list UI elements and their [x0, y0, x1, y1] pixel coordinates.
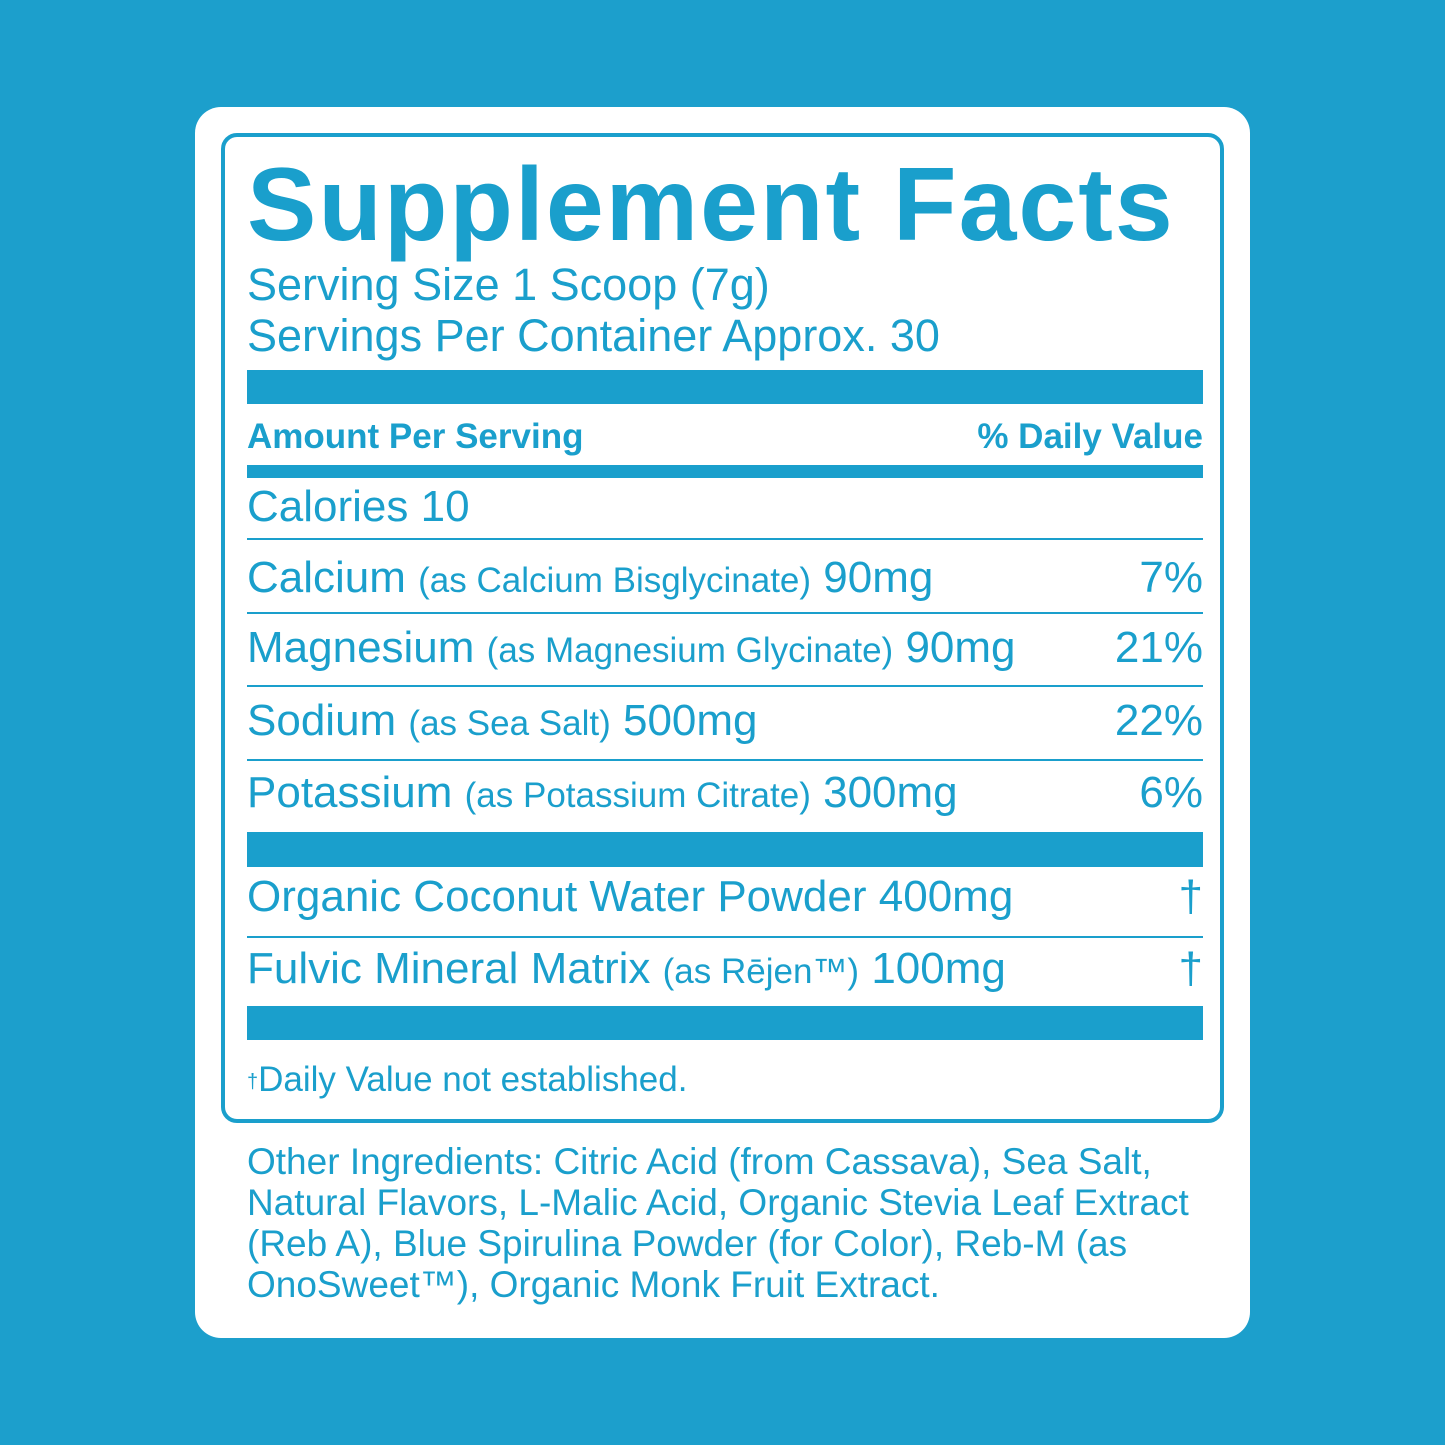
dagger-mark: † [1178, 944, 1203, 993]
row-divider [247, 936, 1203, 938]
ingredient-name: Fulvic Mineral Matrix [247, 944, 651, 993]
nutrient-name: Sodium [247, 696, 397, 745]
nutrient-source: (as Potassium Citrate) [464, 776, 811, 815]
ingredient-row: Fulvic Mineral Matrix (as Rējen™) 100mg … [247, 944, 1203, 994]
nutrient-dv: 7% [1139, 553, 1203, 602]
nutrient-name: Magnesium [247, 623, 475, 672]
nutrient-source: (as Calcium Bisglycinate) [418, 561, 812, 600]
row-divider [247, 538, 1203, 540]
label-card [195, 107, 1250, 1338]
nutrient-amount: 300mg [823, 768, 958, 817]
nutrient-row: Sodium (as Sea Salt) 500mg 22% [247, 696, 1203, 746]
column-header: Amount Per Serving % Daily Value [247, 415, 1203, 459]
servings-per-container: Servings Per Container Approx. 30 [247, 310, 940, 361]
daily-value-label: % Daily Value [977, 417, 1203, 456]
nutrient-dv: 6% [1139, 768, 1203, 817]
nutrient-amount: 90mg [905, 623, 1016, 672]
thick-divider [247, 832, 1203, 867]
ingredient-amount: 400mg [878, 872, 1014, 921]
thick-divider [247, 1006, 1203, 1040]
supplement-facts-panel [221, 133, 1224, 1123]
nutrient-dv: 22% [1114, 696, 1203, 745]
nutrient-name: Calcium [247, 553, 406, 602]
ingredient-amount: 100mg [871, 944, 1006, 993]
nutrient-row: Magnesium (as Magnesium Glycinate) 90mg … [247, 623, 1203, 673]
row-divider [247, 685, 1203, 687]
calories-text: Calories 10 [247, 482, 470, 531]
nutrient-row: Calcium (as Calcium Bisglycinate) 90mg 7… [247, 553, 1203, 603]
footnote-text: Daily Value not established. [258, 1060, 688, 1099]
nutrient-source: (as Sea Salt) [408, 704, 611, 743]
thick-divider [247, 370, 1203, 404]
nutrient-source: (as Magnesium Glycinate) [486, 631, 894, 670]
dagger-mark: † [1178, 872, 1203, 921]
footnote-mark: † [247, 1071, 259, 1093]
ingredient-name: Organic Coconut Water Powder [247, 872, 867, 921]
serving-size: Serving Size 1 Scoop (7g) [247, 259, 770, 310]
amount-per-serving-label: Amount Per Serving [247, 417, 584, 456]
nutrient-row: Potassium (as Potassium Citrate) 300mg 6… [247, 768, 1203, 818]
row-divider [247, 612, 1203, 614]
row-divider [247, 759, 1203, 761]
ingredient-source: (as Rējen™) [662, 952, 860, 991]
footnote: †Daily Value not established. [247, 1058, 1203, 1102]
nutrient-name: Potassium [247, 768, 453, 817]
nutrient-amount: 500mg [622, 696, 758, 745]
panel-title: Supplement Facts [247, 147, 1175, 263]
calories-row: Calories 10 [247, 482, 1203, 532]
nutrient-amount: 90mg [823, 553, 934, 602]
medium-divider [247, 465, 1203, 478]
other-ingredients: Other Ingredients: Citric Acid (from Cas… [247, 1141, 1189, 1305]
nutrient-dv: 21% [1114, 623, 1203, 672]
ingredient-row: Organic Coconut Water Powder 400mg † [247, 872, 1203, 922]
